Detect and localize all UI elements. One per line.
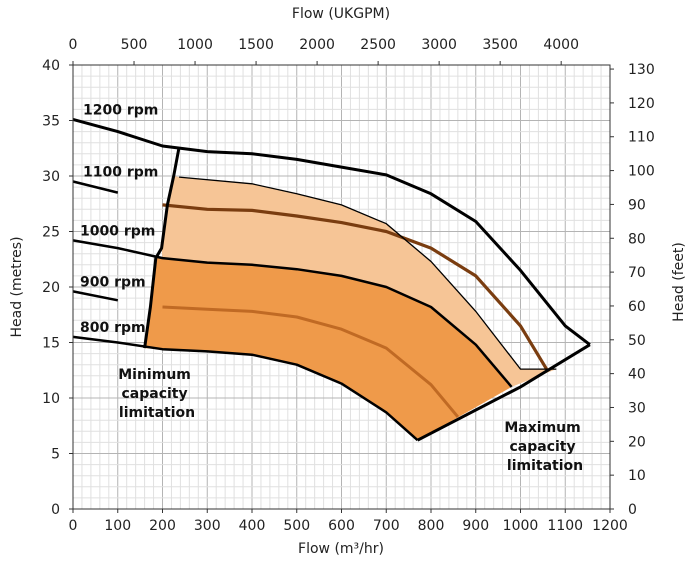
y-left-tick-label: 20 xyxy=(42,280,60,296)
y-left-tick-label: 5 xyxy=(51,447,60,463)
x-top-tick-label: 4000 xyxy=(543,37,579,53)
y-right-tick-label: 130 xyxy=(628,62,655,78)
lower-operating-band xyxy=(144,258,512,441)
minimum-capacity-line xyxy=(143,146,181,349)
y-right-tick-label: 90 xyxy=(628,197,646,213)
x-top-tick-label: 2000 xyxy=(299,37,335,53)
y-right-tick-label: 10 xyxy=(628,468,646,484)
y-right-tick-label: 100 xyxy=(628,164,655,180)
y-left-tick-label: 25 xyxy=(42,225,60,241)
y-right-tick-label: 30 xyxy=(628,400,646,416)
maximum-capacity-label-line-3: limitation xyxy=(507,458,583,474)
capacity-boundaries xyxy=(143,146,591,442)
x-bottom-tick-label: 600 xyxy=(328,518,355,534)
x-top-tick-label: 3500 xyxy=(482,37,518,53)
curve-900-rpm-stub xyxy=(72,290,119,302)
x-top-tick-label: 0 xyxy=(69,37,78,53)
curve-800-rpm xyxy=(72,335,419,442)
rpm-curves xyxy=(72,117,591,442)
maximum-capacity-label-line-2: capacity xyxy=(509,439,575,455)
x-top-tick-label: 2500 xyxy=(360,37,396,53)
y-right-tick-label: 0 xyxy=(628,502,637,518)
upper-operating-band xyxy=(161,176,557,387)
y-left-tick-label: 15 xyxy=(42,336,60,352)
x-top-tick-label: 500 xyxy=(121,37,148,53)
maximum-capacity-label: Maximum capacity limitation xyxy=(504,420,585,474)
x-bottom-tick-label: 1100 xyxy=(547,518,583,534)
y-left-tick-label: 0 xyxy=(51,502,60,518)
x-top-tick-label: 1500 xyxy=(238,37,274,53)
x-top-axis-title: Flow (UKGPM) xyxy=(292,6,390,22)
rpm-label-900-rpm: 900 rpm xyxy=(80,274,146,290)
x-bottom-tick-label: 800 xyxy=(418,518,445,534)
minimum-capacity-label-line-1: Minimum xyxy=(118,367,191,383)
x-bottom-tick-label: 700 xyxy=(373,518,400,534)
y-right-tick-label: 50 xyxy=(628,333,646,349)
rpm-labels: 1200 rpm 1100 rpm 1000 rpm 900 rpm 800 rpm xyxy=(80,102,158,336)
x-bottom-axis-title: Flow (m³/hr) xyxy=(298,541,384,557)
y-left-axis-title: Head (metres) xyxy=(9,236,25,337)
y-right-tick-label: 80 xyxy=(628,231,646,247)
x-bottom-tick-label: 100 xyxy=(104,518,131,534)
y-left-tick-label: 40 xyxy=(42,58,60,74)
x-top-tick-label: 1000 xyxy=(177,37,213,53)
x-top-tick-label: 3000 xyxy=(421,37,457,53)
x-bottom-tick-label: 1200 xyxy=(592,518,628,534)
curve-900-rpm xyxy=(162,305,460,418)
curve-1100-rpm xyxy=(162,203,549,372)
y-right-tick-label: 40 xyxy=(628,367,646,383)
y-right-tick-label: 20 xyxy=(628,434,646,450)
minimum-capacity-label-line-3: limitation xyxy=(119,405,195,421)
minimum-capacity-label-line-2: capacity xyxy=(121,386,187,402)
x-bottom-tick-label: 500 xyxy=(283,518,310,534)
maximum-capacity-line xyxy=(416,343,591,442)
rpm-label-1100-rpm: 1100 rpm xyxy=(83,165,158,181)
y-left-tick-label: 35 xyxy=(42,114,60,130)
x-bottom-tick-label: 400 xyxy=(239,518,266,534)
minimum-capacity-label: Minimum capacity limitation xyxy=(118,367,196,421)
operating-region xyxy=(144,176,557,441)
rpm-label-1000-rpm: 1000 rpm xyxy=(80,223,155,239)
x-bottom-tick-label: 1000 xyxy=(503,518,539,534)
axis-ticks: 0 100 200 300 400 500 600 700 800 900 1000 1100 1200… xyxy=(42,37,655,534)
y-left-tick-label: 30 xyxy=(42,169,60,185)
y-right-tick-label: 120 xyxy=(628,96,655,112)
y-right-axis-title: Head (feet) xyxy=(671,242,686,322)
y-right-tick-label: 110 xyxy=(628,130,655,146)
x-bottom-tick-label: 900 xyxy=(462,518,489,534)
x-bottom-tick-label: 300 xyxy=(194,518,221,534)
curve-1200-rpm xyxy=(72,117,591,346)
maximum-capacity-label-line-1: Maximum xyxy=(504,420,580,436)
x-bottom-tick-label: 0 xyxy=(69,518,78,534)
y-right-tick-label: 60 xyxy=(628,299,646,315)
upper-limit-line xyxy=(179,176,557,370)
rpm-label-800-rpm: 800 rpm xyxy=(80,320,146,336)
curve-1000-rpm xyxy=(72,239,513,388)
x-bottom-tick-label: 200 xyxy=(149,518,176,534)
curve-1100-rpm-stub xyxy=(72,180,119,194)
y-left-tick-label: 10 xyxy=(42,391,60,407)
rpm-label-1200-rpm: 1200 rpm xyxy=(83,102,158,118)
y-right-tick-label: 70 xyxy=(628,265,646,281)
